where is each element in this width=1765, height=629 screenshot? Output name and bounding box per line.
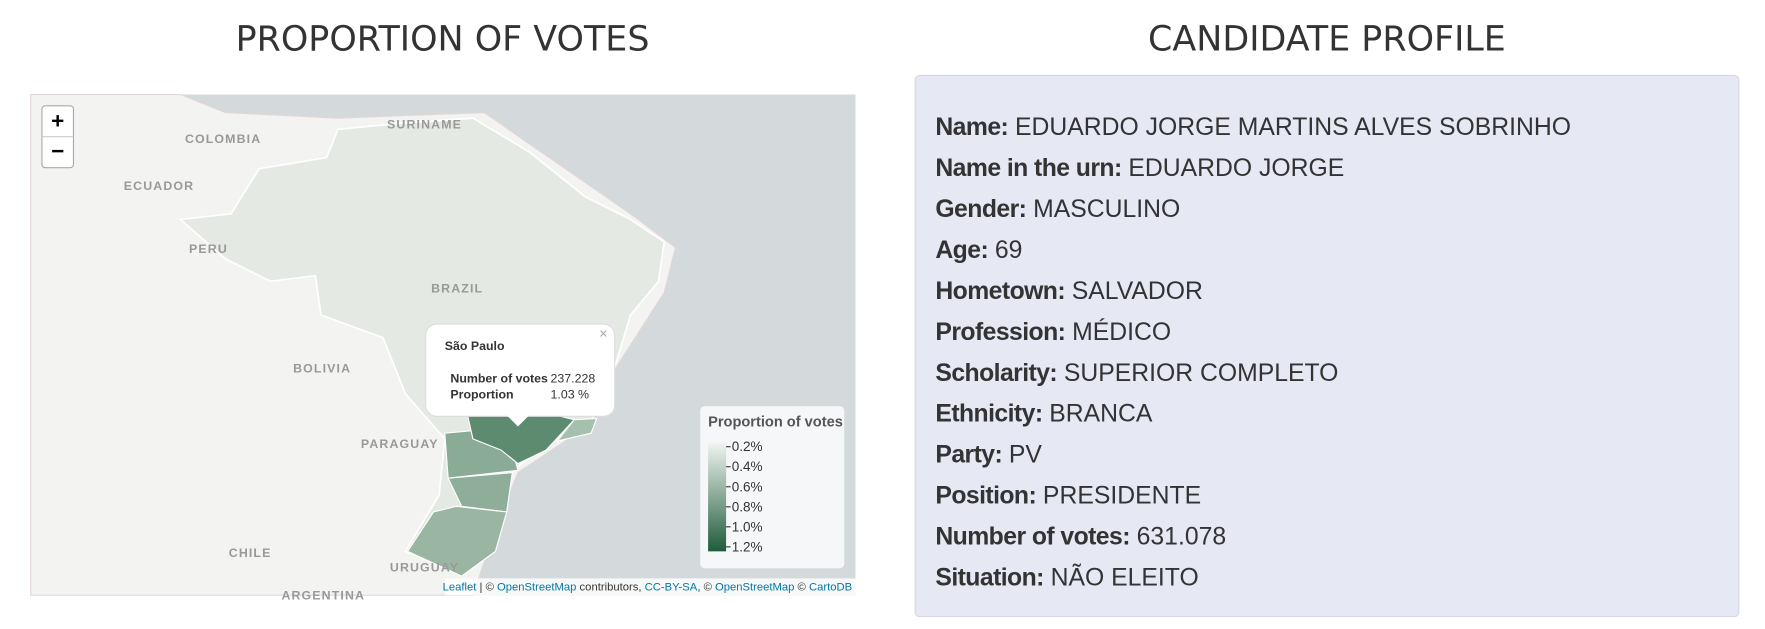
country-label: BOLIVIA: [293, 361, 351, 375]
profile-value: 69: [995, 237, 1023, 264]
attribution-text: | ©: [476, 582, 497, 594]
rio-grande-do-sul: [406, 505, 508, 577]
country-label: PERU: [189, 242, 228, 256]
legend-label: 0.6%: [732, 479, 763, 494]
profile-value: MÉDICO: [1072, 319, 1171, 346]
legend-label: 1.2%: [732, 539, 763, 554]
profile-row: Age: 69: [935, 237, 1022, 264]
profile-label: Gender:: [935, 196, 1026, 223]
country-label: CHILE: [229, 546, 272, 560]
profile-label: Name:: [935, 114, 1008, 141]
profile-value: NÃO ELEITO: [1051, 565, 1199, 592]
profile-value: EDUARDO JORGE MARTINS ALVES SOBRINHO: [1015, 114, 1571, 141]
country-label: BRAZIL: [431, 282, 483, 296]
country-label: URUGUAY: [390, 561, 459, 575]
profile-value: SUPERIOR COMPLETO: [1064, 360, 1339, 387]
attribution-link[interactable]: OpenStreetMap: [715, 582, 794, 594]
profile-label: Party:: [935, 442, 1002, 469]
attribution-link[interactable]: OpenStreetMap: [497, 582, 576, 594]
profile-value: BRANCA: [1049, 401, 1153, 428]
profile-label: Situation:: [935, 565, 1043, 592]
legend-label: 1.0%: [732, 519, 763, 534]
legend-label: 0.4%: [732, 459, 763, 474]
popup-value: 237.228: [551, 372, 596, 386]
popup-close[interactable]: ×: [599, 327, 608, 343]
attribution-link[interactable]: Leaflet: [443, 582, 478, 594]
profile-row: Gender: MASCULINO: [935, 196, 1180, 223]
popup: São Paulo × Number of votes 237.228 Propor…: [425, 323, 616, 427]
profile-value: MASCULINO: [1033, 196, 1180, 223]
legend: Proportion of votes 0.2% 0.4% 0.6% 0.8% 1.0%…: [700, 406, 845, 569]
profile-row: Name: EDUARDO JORGE MARTINS ALVES SOBRINH…: [935, 114, 1571, 141]
profile-row: Position: PRESIDENTE: [935, 483, 1201, 510]
profile-row: Hometown: SALVADOR: [935, 278, 1203, 305]
profile-label: Scholarity:: [935, 360, 1057, 387]
profile-row: Number of votes: 631.078: [935, 524, 1226, 551]
popup-key: Proportion: [450, 387, 513, 401]
profile-panel: [914, 74, 1740, 618]
profile-value: 631.078: [1137, 524, 1226, 551]
attribution-text: contributors,: [576, 582, 644, 594]
profile-label: Name in the urn:: [935, 155, 1121, 182]
legend-label: 0.2%: [732, 439, 763, 454]
popup-title: São Paulo: [445, 339, 505, 353]
popup-value: 1.03 %: [551, 387, 589, 401]
profile-label: Position:: [935, 483, 1036, 510]
left-title: PROPORTION OF VOTES: [236, 20, 650, 60]
zoom-out[interactable]: −: [51, 139, 64, 164]
right-title: CANDIDATE PROFILE: [1148, 20, 1506, 60]
profile-value: PV: [1009, 442, 1043, 469]
legend-label: 0.8%: [732, 499, 763, 514]
profile-value: PRESIDENTE: [1043, 483, 1201, 510]
zoom-in[interactable]: +: [51, 108, 64, 133]
profile-value: SALVADOR: [1072, 278, 1203, 305]
country-label: PARAGUAY: [361, 437, 439, 451]
profile-label: Age:: [935, 237, 988, 264]
country-label: ECUADOR: [124, 179, 194, 193]
profile-value: EDUARDO JORGE: [1128, 155, 1344, 182]
profile-label: Profession:: [935, 319, 1065, 346]
country-label: COLOMBIA: [185, 132, 261, 146]
country-label: ARGENTINA: [281, 589, 365, 603]
country-label: SURINAME: [387, 117, 462, 131]
profile-row: Scholarity: SUPERIOR COMPLETO: [935, 360, 1338, 387]
legend-title: Proportion of votes: [708, 414, 843, 430]
profile-label: Ethnicity:: [935, 401, 1042, 428]
attribution-text: , ©: [697, 582, 715, 594]
profile-label: Number of votes:: [935, 524, 1130, 551]
profile-row: Profession: MÉDICO: [935, 319, 1171, 346]
rio-de-janeiro: [555, 417, 598, 443]
profile-label: Hometown:: [935, 278, 1065, 305]
profile-row: Party: PV: [935, 442, 1042, 469]
profile-row: Ethnicity: BRANCA: [935, 401, 1153, 428]
profile-row: Name in the urn: EDUARDO JORGE: [935, 155, 1344, 182]
attribution-link[interactable]: CC-BY-SA: [645, 582, 698, 594]
popup-key: Number of votes: [450, 372, 548, 386]
attribution: Leaflet | © OpenStreetMap contributors, …: [443, 582, 852, 594]
map[interactable]: COLOMBIA SURINAME ECUADOR PERU BRAZIL BOLIVIA…: [30, 93, 856, 603]
profile-row: Situation: NÃO ELEITO: [935, 565, 1198, 592]
attribution-link[interactable]: CartoDB: [809, 582, 852, 594]
attribution-text: ©: [794, 582, 809, 594]
